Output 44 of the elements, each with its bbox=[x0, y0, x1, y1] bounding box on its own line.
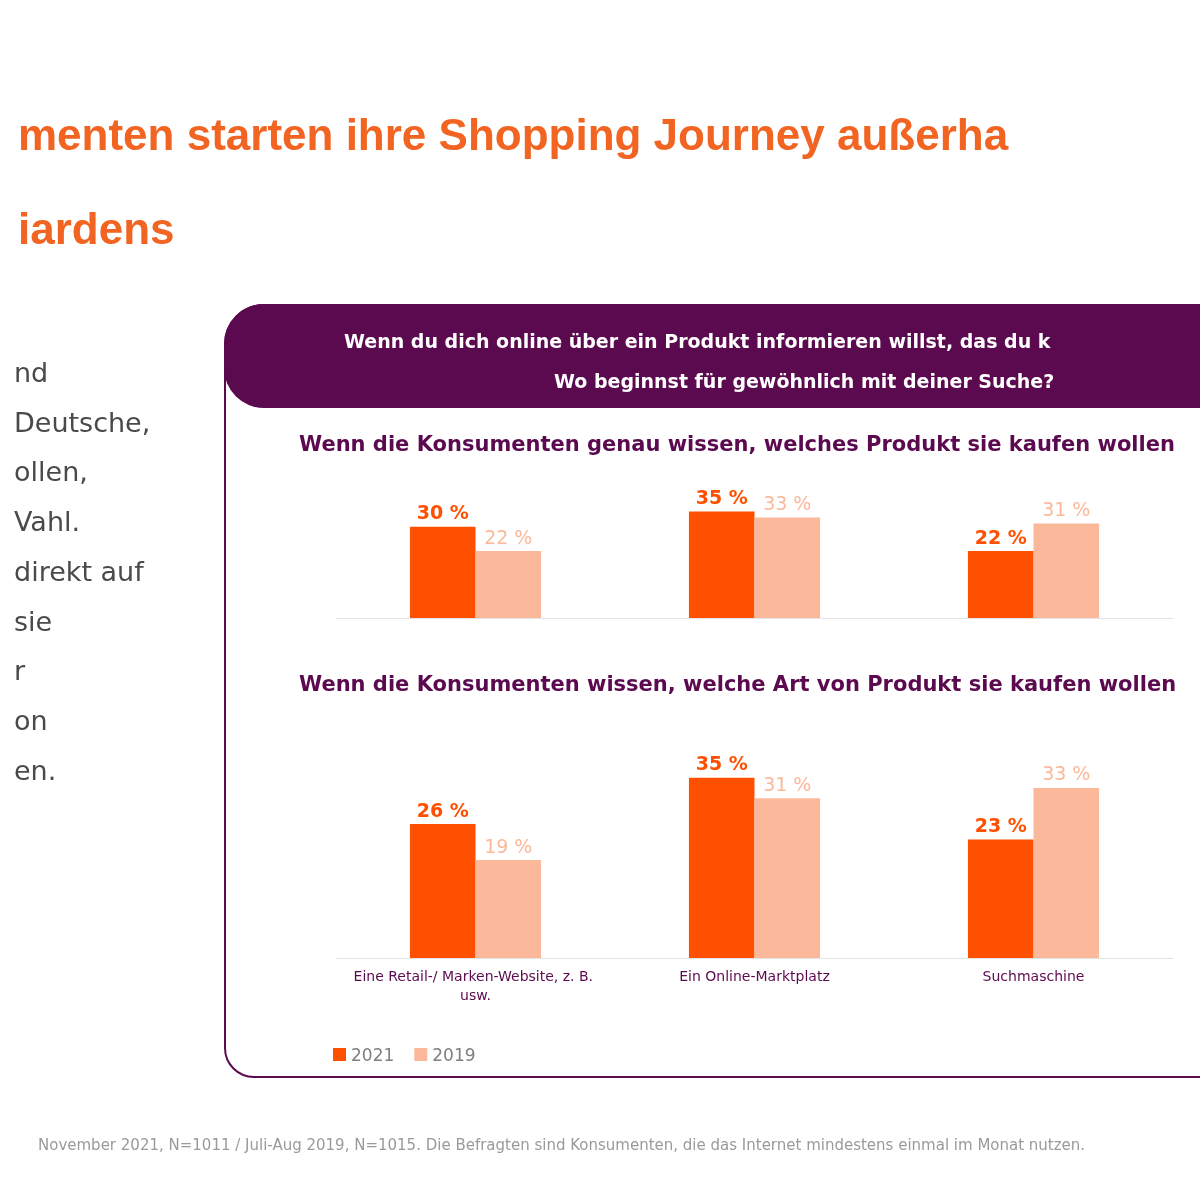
text: sie bbox=[14, 604, 54, 639]
text: Vahl. bbox=[14, 505, 82, 540]
data-label: 30 % bbox=[416, 501, 469, 524]
x-tick-label: Ein Online-Marktplatz bbox=[679, 967, 830, 984]
text: on bbox=[14, 703, 49, 738]
data-label: 35 % bbox=[695, 485, 748, 508]
data-label: 31 % bbox=[763, 772, 812, 795]
text: ollen, bbox=[14, 455, 89, 490]
bar bbox=[967, 839, 1034, 958]
bar bbox=[754, 517, 821, 618]
data-label: 35 % bbox=[695, 752, 748, 775]
x-tick-label: Suchmaschine bbox=[982, 967, 1085, 984]
bar bbox=[688, 511, 755, 618]
data-label: 22 % bbox=[974, 525, 1027, 548]
x-tick-label: Eine Retail-/ Marken-Website, z. B. usw. bbox=[353, 967, 598, 1003]
data-label: 33 % bbox=[1042, 762, 1091, 785]
text: Wo beginnst für gewöhnlich mit deiner Suche? bbox=[554, 370, 1055, 392]
text: November 2021, N=1011 / Juli-Aug 2019, N=1015. Die Befragten sind Konsumenten, die das Internet mindestens einmal im Monat nutzen. bbox=[38, 1136, 1086, 1154]
bar bbox=[475, 551, 542, 618]
data-label: 31 % bbox=[1042, 498, 1091, 521]
bar bbox=[409, 824, 476, 958]
bar bbox=[1033, 787, 1100, 958]
legend-label: 2021 bbox=[351, 1044, 395, 1065]
text: en. bbox=[14, 753, 58, 788]
data-label: 22 % bbox=[484, 525, 533, 548]
bar bbox=[688, 777, 755, 958]
text: nd bbox=[14, 356, 50, 390]
data-label: 26 % bbox=[416, 798, 469, 821]
chart-title: menten starten ihre Shopping Journey außerha iardens bbox=[18, 109, 1009, 255]
data-label: 23 % bbox=[974, 814, 1027, 836]
data-label: 19 % bbox=[484, 834, 533, 857]
chart-subtitle: Wenn die Konsumenten genau wissen, welches Produkt sie kaufen wollen bbox=[299, 431, 1175, 456]
legend-label: 2019 bbox=[432, 1044, 476, 1065]
text: Deutsche, bbox=[14, 405, 151, 440]
bar bbox=[475, 860, 542, 958]
chart-title: Wenn die Konsumenten wissen, welche Art von Produkt sie kaufen wollen bbox=[299, 671, 1177, 696]
bar bbox=[754, 798, 821, 958]
text: Wenn du dich online über ein Produkt informieren willst, das du k bbox=[344, 330, 1051, 352]
text: direkt auf bbox=[14, 554, 146, 589]
bar bbox=[967, 551, 1034, 618]
bar bbox=[1033, 523, 1100, 618]
data-label: 33 % bbox=[763, 492, 812, 515]
bar bbox=[409, 526, 476, 618]
text: r bbox=[14, 654, 27, 689]
